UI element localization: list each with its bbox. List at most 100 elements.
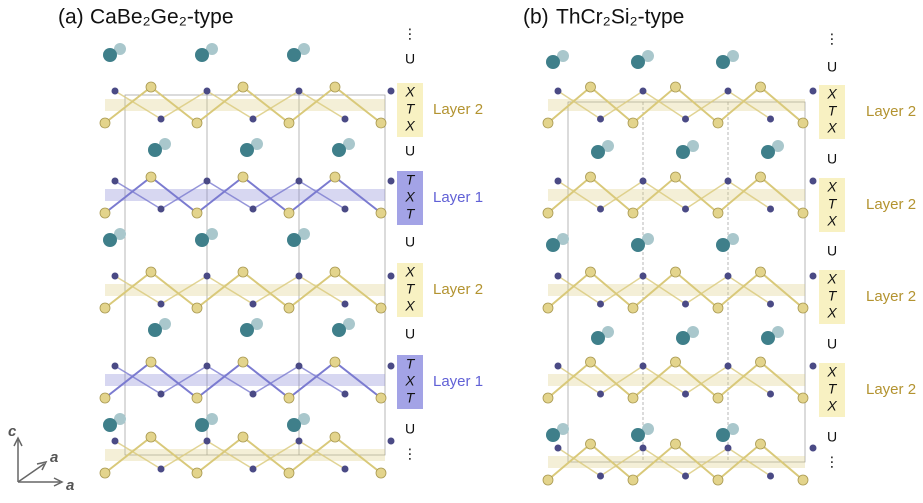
atom — [640, 178, 647, 185]
atom — [725, 445, 732, 452]
atom — [146, 357, 156, 367]
layer-letter: X — [404, 189, 415, 205]
atom — [342, 466, 349, 473]
atom — [296, 363, 303, 370]
atom — [586, 439, 596, 449]
crystal-structure — [100, 43, 395, 478]
layer-name: Layer 2 — [433, 281, 483, 298]
atom — [296, 273, 303, 280]
axis-label: c — [8, 423, 17, 440]
atom — [628, 393, 638, 403]
atom — [543, 208, 553, 218]
atom — [250, 301, 257, 308]
atom — [756, 82, 766, 92]
layer-plane — [105, 284, 385, 296]
atom — [810, 88, 817, 95]
atom — [555, 273, 562, 280]
atom — [238, 82, 248, 92]
stack-label: U — [405, 143, 415, 159]
atom — [158, 206, 165, 213]
layer-letter: T — [406, 281, 416, 297]
atom — [767, 301, 774, 308]
atom — [810, 178, 817, 185]
atom — [332, 323, 346, 337]
atom — [112, 363, 119, 370]
atom — [100, 118, 110, 128]
layer-letter: X — [826, 271, 837, 287]
atom — [287, 233, 301, 247]
atom — [798, 303, 808, 313]
atom — [250, 206, 257, 213]
atom — [591, 331, 605, 345]
atom — [296, 438, 303, 445]
atom — [640, 363, 647, 370]
atom — [546, 238, 560, 252]
atom — [716, 238, 730, 252]
atom — [284, 208, 294, 218]
atom — [543, 475, 553, 485]
atom — [376, 468, 386, 478]
atom — [597, 391, 604, 398]
atom — [146, 432, 156, 442]
atom — [543, 118, 553, 128]
atom — [388, 438, 395, 445]
crystal-structure — [543, 50, 817, 485]
atom — [388, 88, 395, 95]
atom — [586, 82, 596, 92]
atom — [628, 475, 638, 485]
atom — [342, 391, 349, 398]
atom — [192, 393, 202, 403]
layer-letter: T — [406, 390, 416, 406]
atom — [756, 267, 766, 277]
layer-letter: T — [406, 356, 416, 372]
atom — [195, 418, 209, 432]
layer-letter: X — [404, 373, 415, 389]
atom — [725, 363, 732, 370]
atom — [112, 178, 119, 185]
atom — [330, 82, 340, 92]
stack-label: U — [405, 234, 415, 250]
layer-name: Layer 1 — [433, 373, 483, 390]
stack-label: U — [405, 421, 415, 437]
atom — [597, 116, 604, 123]
layer-letter: X — [826, 86, 837, 102]
figure: (a) CaBe₂Ge₂-type (b) ThCr₂Si₂-type c a … — [0, 0, 923, 498]
atom — [713, 393, 723, 403]
atom — [682, 116, 689, 123]
atom — [376, 118, 386, 128]
atom — [192, 118, 202, 128]
layer-plane — [105, 189, 385, 201]
atom — [640, 88, 647, 95]
atom — [798, 118, 808, 128]
layer-plane — [105, 374, 385, 386]
atom — [756, 439, 766, 449]
atom — [676, 331, 690, 345]
atom — [287, 48, 301, 62]
atom — [192, 468, 202, 478]
atom — [586, 357, 596, 367]
atom — [342, 301, 349, 308]
atom — [112, 438, 119, 445]
layer-letter: X — [826, 364, 837, 380]
atom — [112, 273, 119, 280]
atom — [195, 48, 209, 62]
layer-letter: X — [404, 298, 415, 314]
layer-letter: X — [404, 118, 415, 134]
atom — [682, 206, 689, 213]
atom — [725, 273, 732, 280]
atom — [682, 473, 689, 480]
atom — [756, 172, 766, 182]
stack-label: U — [827, 59, 837, 75]
stack-label: ⋮ — [825, 454, 839, 470]
atom — [586, 172, 596, 182]
atom — [240, 323, 254, 337]
atom — [555, 88, 562, 95]
layer-letter: X — [404, 264, 415, 280]
panel-title: CaBe₂Ge₂-type — [90, 6, 234, 29]
atom — [716, 428, 730, 442]
atom — [586, 267, 596, 277]
atom — [238, 432, 248, 442]
atom — [713, 208, 723, 218]
atom — [195, 233, 209, 247]
layer-name: Layer 2 — [433, 101, 483, 118]
